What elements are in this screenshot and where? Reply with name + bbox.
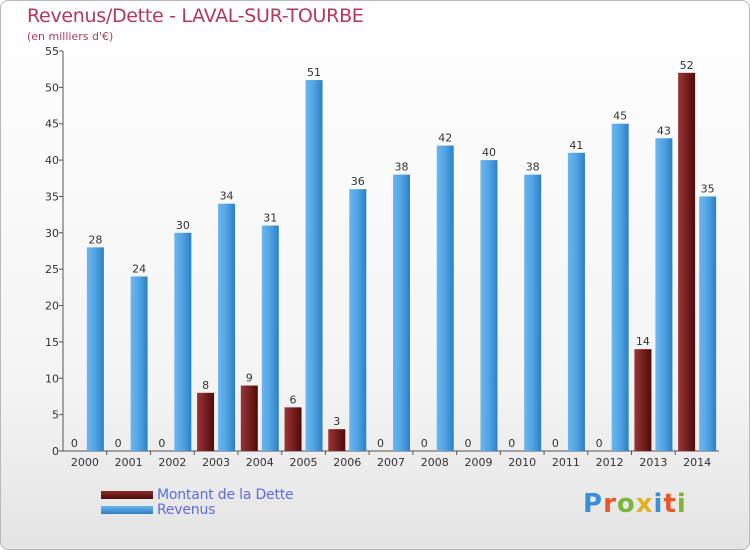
data-label: 3 (333, 415, 340, 428)
x-tick-label: 2010 (508, 456, 536, 469)
logo-letter: r (603, 489, 617, 519)
bar-revenus (567, 152, 585, 451)
data-label: 30 (176, 219, 190, 232)
data-label: 36 (351, 175, 365, 188)
data-label: 0 (71, 437, 78, 450)
legend-item-revenus: Revenus (101, 502, 215, 518)
x-tick-label: 2012 (596, 456, 624, 469)
legend-label-dette: Montant de la Dette (157, 487, 294, 503)
bar-revenus (349, 189, 367, 451)
logo-letter: P (583, 489, 604, 519)
logo-letter: i (653, 489, 664, 519)
data-label: 0 (508, 437, 515, 450)
data-label: 41 (569, 139, 583, 152)
x-tick-label: 2007 (377, 456, 405, 469)
bar-dette (240, 385, 258, 451)
data-label: 8 (202, 379, 209, 392)
y-tick-label: 10 (45, 372, 59, 385)
data-label: 38 (395, 161, 409, 174)
y-tick-label: 0 (52, 445, 59, 458)
legend-swatch-dette (101, 491, 153, 499)
y-tick-label: 25 (45, 263, 59, 276)
x-tick-label: 2008 (421, 456, 449, 469)
data-label: 28 (88, 233, 102, 246)
y-tick-label: 5 (52, 409, 59, 422)
bar-dette (678, 72, 696, 452)
y-tick-label: 55 (45, 45, 59, 58)
y-tick-label: 30 (45, 227, 59, 240)
y-tick-label: 50 (45, 81, 59, 94)
data-label: 34 (220, 190, 234, 203)
y-tick-label: 40 (45, 154, 59, 167)
legend-item-dette: Montant de la Dette (101, 487, 294, 503)
logo-letter: t (663, 489, 677, 519)
data-label: 31 (263, 212, 277, 225)
bar-dette (284, 407, 302, 451)
x-tick-label: 2002 (158, 456, 186, 469)
chart-title: Revenus/Dette - LAVAL-SUR-TOURBE (27, 5, 364, 27)
data-label: 51 (307, 66, 321, 79)
x-tick-label: 2006 (333, 456, 361, 469)
data-label: 0 (552, 437, 559, 450)
proxiti-logo: Proxiti (583, 489, 687, 519)
x-tick-label: 2001 (115, 456, 143, 469)
x-tick-label: 2014 (683, 456, 711, 469)
y-tick-label: 35 (45, 190, 59, 203)
chart-subtitle: (en milliers d'€) (27, 30, 114, 43)
data-label: 0 (421, 437, 428, 450)
y-tick-label: 20 (45, 300, 59, 313)
data-label: 14 (636, 335, 650, 348)
bar-revenus (393, 174, 410, 452)
bar-revenus (436, 145, 454, 451)
bar-revenus (524, 174, 542, 452)
bar-revenus (218, 203, 236, 451)
data-label: 52 (680, 59, 694, 72)
data-label: 0 (596, 437, 603, 450)
bar-dette (328, 429, 346, 451)
data-label: 43 (657, 124, 671, 137)
bar-revenus (261, 225, 279, 451)
data-label: 38 (526, 161, 540, 174)
bar-revenus (480, 160, 498, 451)
legend-swatch-revenus (101, 506, 153, 514)
y-tick-label: 45 (45, 118, 59, 131)
bar-revenus (305, 80, 323, 451)
logo-letter: i (676, 489, 687, 519)
data-label: 0 (158, 437, 165, 450)
data-label: 0 (115, 437, 122, 450)
bar-revenus (86, 247, 104, 451)
data-label: 6 (290, 393, 297, 406)
data-label: 35 (701, 182, 715, 195)
data-label: 9 (246, 372, 253, 385)
logo-letter: o (616, 489, 636, 519)
x-tick-label: 2009 (464, 456, 492, 469)
bar-revenus (655, 138, 673, 452)
bar-revenus (699, 196, 717, 451)
x-tick-label: 2004 (246, 456, 274, 469)
x-tick-label: 2013 (639, 456, 667, 469)
y-tick-label: 15 (45, 336, 59, 349)
data-label: 42 (438, 132, 452, 145)
bars (86, 72, 717, 452)
legend-label-revenus: Revenus (157, 502, 216, 518)
logo-letter: x (635, 489, 654, 519)
bar-revenus (174, 232, 192, 451)
data-label: 45 (613, 110, 627, 123)
data-label: 0 (464, 437, 471, 450)
bar-revenus (130, 276, 148, 451)
data-label: 24 (132, 262, 146, 275)
x-tick-label: 2000 (71, 456, 99, 469)
data-label: 0 (377, 437, 384, 450)
x-tick-label: 2005 (290, 456, 318, 469)
bar-revenus (611, 123, 629, 452)
bar-dette (634, 349, 652, 451)
data-label: 40 (482, 146, 496, 159)
x-tick-label: 2011 (552, 456, 580, 469)
bar-dette (197, 392, 215, 451)
x-tick-label: 2003 (202, 456, 230, 469)
